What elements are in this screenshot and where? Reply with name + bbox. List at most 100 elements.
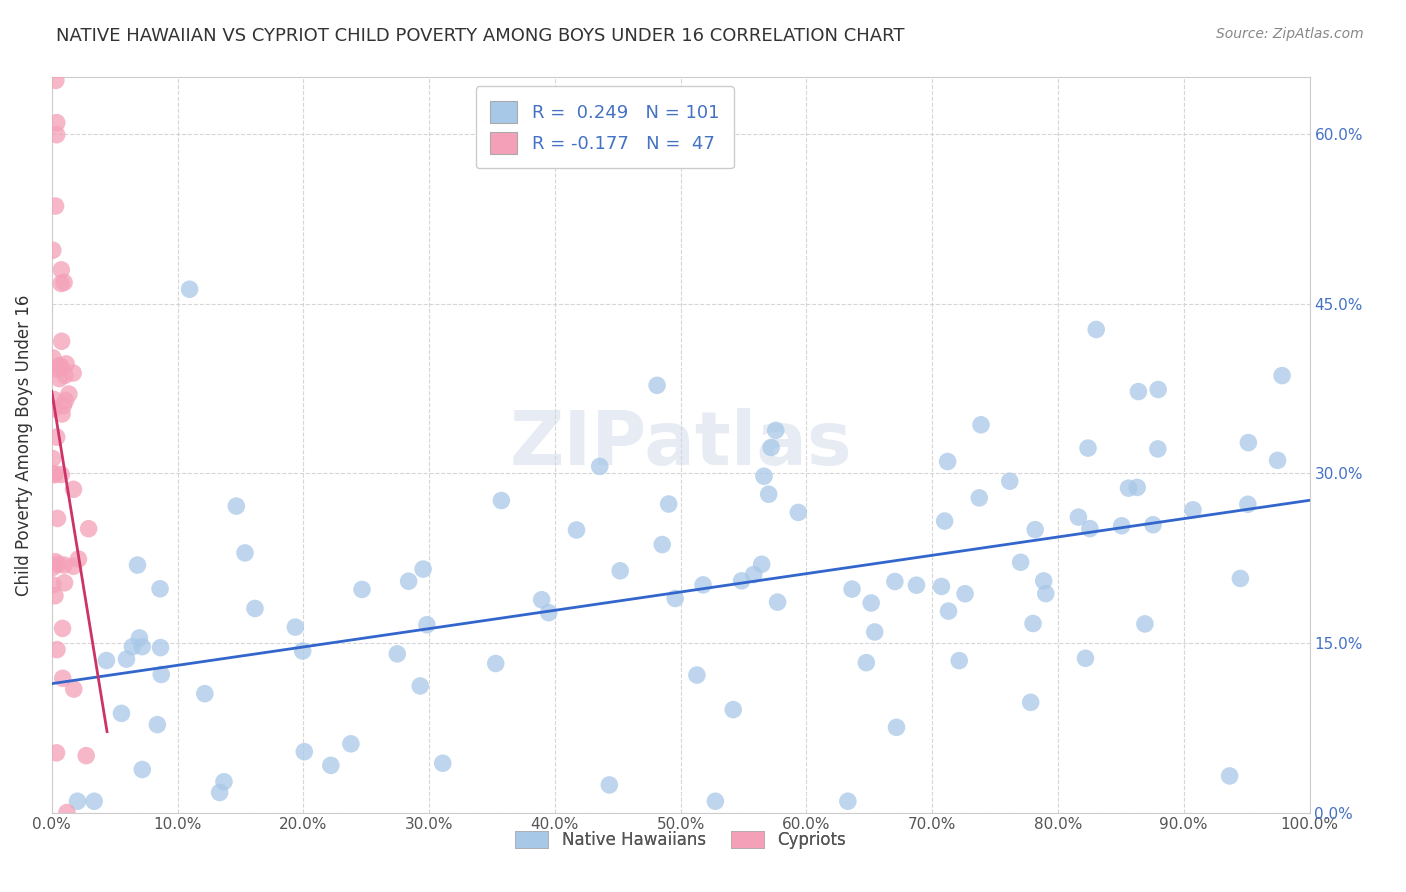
Point [886, 720, 908, 734]
Point [41, 451, 63, 466]
Point [934, 514, 956, 528]
Point [1267, 453, 1289, 467]
Point [62, 559, 84, 574]
Point [42, 560, 65, 574]
Point [292, 745, 315, 759]
Point [49, 277, 72, 291]
Point [970, 417, 993, 432]
Point [115, 652, 138, 666]
Point [194, 687, 217, 701]
Point [52, 399, 75, 413]
Text: Source: ZipAtlas.com: Source: ZipAtlas.com [1216, 27, 1364, 41]
Point [291, 644, 314, 658]
Point [127, 558, 149, 572]
Point [350, 582, 373, 597]
Point [752, 469, 775, 483]
Point [766, 595, 789, 609]
Point [51, 621, 73, 635]
Point [42, 351, 65, 365]
Point [150, 667, 173, 681]
Point [1010, 555, 1032, 569]
Point [58, 387, 80, 401]
Point [998, 474, 1021, 488]
Point [55, 393, 77, 408]
Point [319, 758, 342, 772]
Point [855, 656, 877, 670]
Point [45, 430, 67, 444]
Point [121, 640, 143, 654]
Point [83, 794, 105, 808]
Point [45, 128, 67, 142]
Point [48, 359, 70, 373]
Point [44, 555, 66, 569]
Point [77, 522, 100, 536]
Point [45, 746, 67, 760]
Point [233, 546, 256, 560]
Point [398, 574, 420, 589]
Point [742, 567, 765, 582]
Point [530, 592, 553, 607]
Point [883, 574, 905, 589]
Point [609, 564, 631, 578]
Point [1142, 517, 1164, 532]
Point [416, 617, 439, 632]
Point [67, 552, 90, 566]
Point [1067, 510, 1090, 524]
Point [42, 578, 65, 592]
Point [432, 756, 454, 771]
Point [658, 497, 681, 511]
Point [598, 778, 620, 792]
Point [1074, 651, 1097, 665]
Point [208, 785, 231, 799]
Point [1147, 442, 1170, 456]
Point [51, 407, 73, 421]
Point [1111, 518, 1133, 533]
Point [340, 737, 363, 751]
Point [42, 392, 65, 407]
Point [1147, 383, 1170, 397]
Point [96, 653, 118, 667]
Point [212, 774, 235, 789]
Point [1085, 322, 1108, 336]
Point [45, 199, 67, 213]
Point [1024, 523, 1046, 537]
Point [131, 640, 153, 654]
Point [53, 368, 76, 383]
Point [936, 454, 959, 468]
Point [1229, 571, 1251, 585]
Point [651, 537, 673, 551]
Point [52, 671, 75, 685]
Point [723, 703, 745, 717]
Point [860, 596, 883, 610]
Point [491, 493, 513, 508]
Point [48, 371, 70, 385]
Point [931, 579, 953, 593]
Point [42, 401, 65, 416]
Point [49, 359, 72, 374]
Point [1118, 481, 1140, 495]
Point [589, 459, 612, 474]
Point [1237, 435, 1260, 450]
Point [53, 276, 76, 290]
Point [1126, 480, 1149, 494]
Point [837, 794, 859, 808]
Point [75, 748, 97, 763]
Point [146, 717, 169, 731]
Point [948, 654, 970, 668]
Point [225, 499, 247, 513]
Text: ZIPatlas: ZIPatlas [509, 409, 852, 482]
Point [765, 423, 787, 437]
Point [46, 558, 69, 572]
Point [284, 620, 307, 634]
Point [787, 505, 810, 519]
Point [1271, 368, 1294, 383]
Y-axis label: Child Poverty Among Boys Under 16: Child Poverty Among Boys Under 16 [15, 294, 32, 596]
Point [1077, 441, 1099, 455]
Point [1182, 503, 1205, 517]
Point [62, 483, 84, 497]
Point [44, 467, 66, 481]
Point [128, 631, 150, 645]
Text: NATIVE HAWAIIAN VS CYPRIOT CHILD POVERTY AMONG BOYS UNDER 16 CORRELATION CHART: NATIVE HAWAIIAN VS CYPRIOT CHILD POVERTY… [56, 27, 904, 45]
Point [53, 575, 76, 590]
Point [758, 487, 780, 501]
